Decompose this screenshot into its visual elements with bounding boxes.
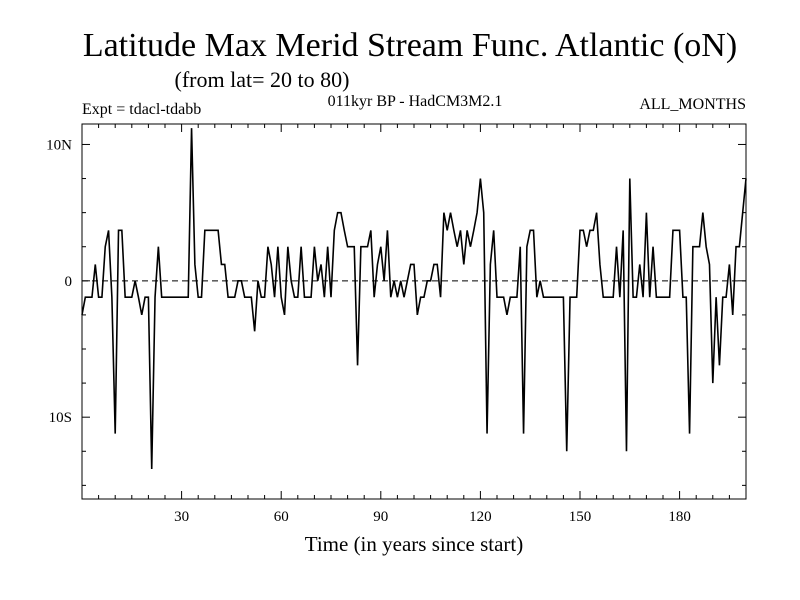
- plot-area: 30 60 90 120 150 180 10N 0 10S: [46, 123, 747, 525]
- chart-title: Latitude Max Merid Stream Func. Atlantic…: [83, 27, 737, 64]
- x-tick-label: 120: [469, 509, 492, 525]
- months-label: ALL_MONTHS: [639, 96, 746, 113]
- x-tick-label: 150: [569, 509, 592, 525]
- plot-frame: [81, 123, 747, 500]
- x-tick-label: 90: [373, 509, 388, 525]
- series-line: [81, 128, 747, 470]
- model-label: 011kyr BP - HadCM3M2.1: [328, 93, 503, 110]
- experiment-label: Expt = tdacl-tdabb: [82, 101, 201, 118]
- x-tick-label: 60: [274, 509, 289, 525]
- y-tick-label: 10N: [46, 137, 72, 153]
- x-tick-label: 180: [668, 509, 691, 525]
- x-axis-label: Time (in years since start): [305, 532, 524, 556]
- x-tick-label: 30: [174, 509, 189, 525]
- y-tick-label: 0: [65, 274, 73, 290]
- chart-subtitle: (from lat= 20 to 80): [175, 67, 350, 92]
- y-tick-label: 10S: [49, 410, 72, 426]
